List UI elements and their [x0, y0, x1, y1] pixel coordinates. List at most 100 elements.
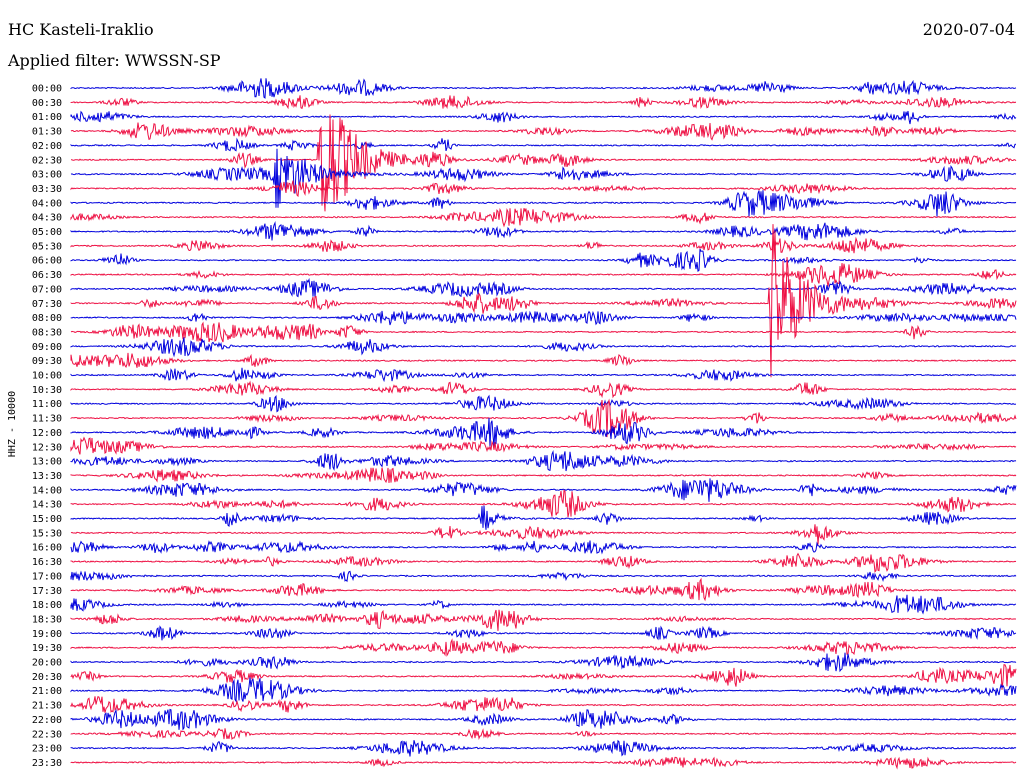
row-time-label: 10:00 — [32, 371, 62, 382]
trace-row — [70, 220, 1017, 241]
row-time-label: 06:00 — [32, 256, 62, 267]
trace-row — [70, 727, 1017, 741]
trace-row — [70, 321, 1017, 343]
row-time-label: 14:00 — [32, 485, 62, 496]
row-time-label: 09:00 — [32, 342, 62, 353]
row-time-label: 05:30 — [32, 241, 62, 252]
date-label: 2020-07-04 — [922, 20, 1015, 39]
trace-row — [70, 638, 1017, 657]
trace-row — [70, 207, 1017, 228]
row-time-label: 15:30 — [32, 528, 62, 539]
row-time-label: 02:30 — [32, 155, 62, 166]
row-time-label: 22:00 — [32, 715, 62, 726]
trace-row — [70, 664, 1017, 690]
row-time-label: 00:00 — [32, 84, 62, 95]
row-time-label: 20:30 — [32, 672, 62, 683]
row-time-label: 18:30 — [32, 614, 62, 625]
seismogram-traces — [70, 78, 1017, 770]
trace-row — [70, 110, 1017, 125]
row-time-label: 11:30 — [32, 414, 62, 425]
channel-axis-label: HHZ - 10000 — [7, 391, 18, 457]
row-time-label: 12:00 — [32, 428, 62, 439]
trace-row — [70, 78, 1017, 99]
row-time-label: 19:30 — [32, 643, 62, 654]
row-time-label: 15:00 — [32, 514, 62, 525]
trace-row — [70, 122, 1017, 141]
trace-row — [70, 450, 1017, 472]
trace-row — [70, 394, 1017, 413]
trace-row — [70, 398, 1017, 438]
row-time-label: 17:00 — [32, 571, 62, 582]
trace-row — [70, 337, 1017, 358]
row-time-label: 09:30 — [32, 356, 62, 367]
row-time-label: 12:30 — [32, 442, 62, 453]
trace-row — [70, 478, 1017, 502]
row-time-label: 21:00 — [32, 686, 62, 697]
row-time-label: 01:00 — [32, 112, 62, 123]
trace-row — [70, 248, 1017, 272]
trace-row — [70, 137, 1017, 152]
row-time-label: 08:00 — [32, 313, 62, 324]
trace-row — [70, 540, 1017, 555]
trace-row — [70, 277, 1017, 298]
trace-row — [70, 505, 1017, 530]
trace-row — [70, 524, 1017, 545]
row-time-label: 16:00 — [32, 543, 62, 554]
station-title: HC Kasteli-Iraklio — [8, 20, 154, 39]
trace-row — [70, 739, 1017, 757]
trace-row — [70, 148, 1017, 208]
row-time-label: 07:00 — [32, 284, 62, 295]
trace-row — [70, 180, 1017, 198]
row-time-label: 23:30 — [32, 758, 62, 769]
row-time-label: 21:30 — [32, 701, 62, 712]
trace-row — [70, 467, 1017, 484]
row-time-label: 16:30 — [32, 557, 62, 568]
row-time-label: 00:30 — [32, 98, 62, 109]
trace-row — [70, 696, 1017, 713]
row-time-label: 08:30 — [32, 327, 62, 338]
filter-label: Applied filter: WWSSN-SP — [8, 51, 221, 70]
row-time-label: 03:00 — [32, 170, 62, 181]
row-time-label: 02:00 — [32, 141, 62, 152]
row-time-label: 14:30 — [32, 500, 62, 511]
trace-row — [70, 436, 1017, 455]
row-time-label: 06:30 — [32, 270, 62, 281]
time-tick-labels: 00:00 00:30 01:00 01:30 02:00 02:30 03:00 03:30… — [32, 84, 62, 769]
trace-row — [70, 489, 1017, 518]
trace-row — [70, 95, 1017, 110]
row-time-label: 22:30 — [32, 729, 62, 740]
row-time-label: 19:00 — [32, 629, 62, 640]
row-time-label: 04:00 — [32, 198, 62, 209]
trace-row — [70, 552, 1017, 573]
trace-row — [70, 756, 1017, 770]
row-time-label: 20:00 — [32, 658, 62, 669]
trace-row — [70, 417, 1017, 448]
trace-row — [70, 224, 1017, 378]
trace-row — [70, 310, 1017, 326]
row-time-label: 18:00 — [32, 600, 62, 611]
trace-row — [70, 577, 1017, 602]
row-time-label: 10:30 — [32, 385, 62, 396]
trace-row — [71, 114, 1017, 212]
row-time-label: 17:30 — [32, 586, 62, 597]
trace-row — [70, 625, 1017, 641]
row-time-label: 11:00 — [32, 399, 62, 410]
trace-row — [70, 352, 1017, 368]
trace-row — [70, 708, 1017, 731]
row-time-label: 05:00 — [32, 227, 62, 238]
row-time-label: 23:00 — [32, 744, 62, 755]
trace-row — [70, 677, 1017, 703]
row-time-label: 07:30 — [32, 299, 62, 310]
trace-row — [70, 570, 1017, 583]
trace-row — [70, 190, 1017, 217]
row-time-label: 01:30 — [32, 127, 62, 138]
trace-row — [70, 367, 1017, 383]
row-time-label: 13:30 — [32, 471, 62, 482]
trace-row — [70, 652, 1017, 673]
row-time-label: 13:00 — [32, 457, 62, 468]
trace-row — [70, 609, 1016, 631]
trace-row — [70, 380, 1017, 399]
trace-row — [70, 263, 1017, 287]
row-time-label: 04:30 — [32, 213, 62, 224]
